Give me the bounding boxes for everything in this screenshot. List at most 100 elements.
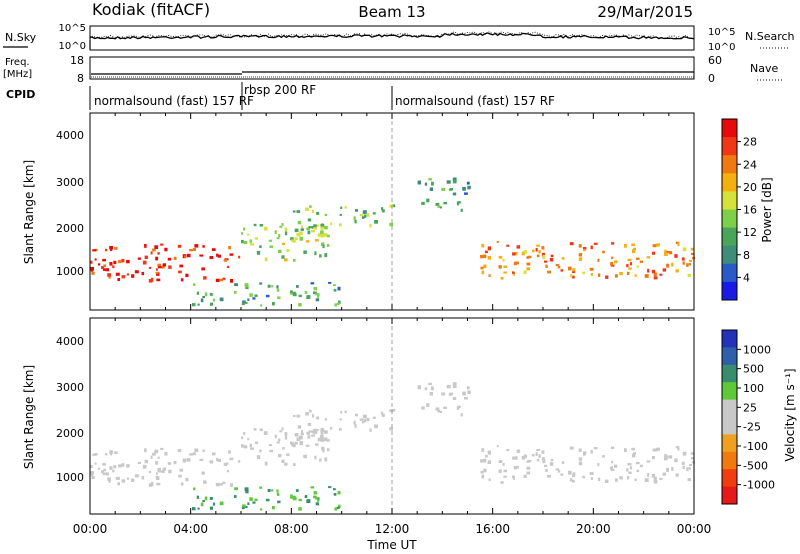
velocity-point: [264, 461, 268, 466]
velocity-point: [244, 487, 249, 492]
power-point: [114, 247, 118, 250]
velocity-point: [157, 467, 161, 472]
velocity-point: [392, 408, 396, 412]
power-point: [628, 267, 632, 270]
vel-cbar-tick-label: 25: [743, 401, 757, 414]
power-point: [686, 263, 689, 267]
power-point: [281, 223, 284, 226]
vel-cbar-segment: [722, 417, 737, 435]
velocity-point: [686, 467, 689, 472]
velocity-point: [512, 476, 515, 480]
power-point: [276, 237, 280, 240]
velocity-point: [238, 460, 241, 463]
velocity-point: [324, 437, 328, 442]
velocity-point: [333, 493, 337, 496]
power-point: [452, 179, 457, 184]
power-point: [219, 297, 224, 302]
velocity-point: [506, 449, 510, 452]
velocity-point: [200, 502, 204, 507]
velocity-point: [312, 414, 315, 418]
vel-ylabel: Slant Range [km]: [22, 365, 36, 469]
power-point: [483, 264, 487, 269]
velocity-point: [435, 407, 440, 411]
power-point: [137, 257, 141, 260]
power-point: [334, 303, 337, 307]
velocity-point: [142, 464, 147, 469]
power-point: [253, 223, 257, 227]
power-point: [381, 209, 385, 213]
velocity-point: [137, 461, 141, 465]
power-point: [369, 224, 372, 228]
power-point: [644, 274, 649, 278]
velocity-point: [152, 452, 156, 456]
power-point: [339, 213, 342, 216]
power-point: [659, 273, 663, 276]
power-point: [611, 242, 615, 245]
power-point: [192, 248, 196, 251]
velocity-point: [267, 488, 271, 492]
power-point: [614, 260, 618, 264]
power-point: [631, 249, 636, 254]
velocity-point: [675, 473, 679, 477]
velocity-point: [313, 428, 317, 432]
power-point: [152, 248, 156, 252]
velocity-point: [536, 449, 541, 451]
velocity-point: [326, 448, 330, 452]
power-point: [216, 253, 219, 257]
velocity-point: [320, 428, 325, 433]
velocity-point: [605, 479, 609, 483]
velocity-point: [677, 447, 680, 451]
velocity-point: [466, 386, 470, 390]
power-point: [355, 209, 358, 212]
velocity-point: [362, 414, 367, 419]
power-cbar-tick-label: 24: [743, 158, 757, 171]
power-point: [675, 269, 679, 273]
power-point: [435, 202, 440, 206]
power-point: [339, 223, 342, 227]
velocity-point: [215, 482, 220, 487]
power-point: [506, 244, 510, 247]
power-point: [324, 213, 328, 216]
velocity-point: [653, 476, 657, 481]
velocity-point: [192, 452, 196, 456]
date-title: 29/Mar/2015: [597, 3, 693, 21]
velocity-point: [611, 460, 614, 464]
velocity-point: [320, 430, 324, 435]
velocity-point: [320, 438, 325, 442]
velocity-point: [290, 441, 294, 445]
power-point: [144, 255, 148, 260]
velocity-point: [144, 459, 148, 464]
power-point: [215, 278, 220, 282]
power-point: [536, 254, 540, 258]
velocity-point: [199, 458, 204, 461]
power-point: [90, 260, 93, 264]
velocity-point: [282, 447, 285, 450]
velocity-point: [108, 480, 111, 483]
noise-tick-bottom-left: 10^0: [59, 41, 86, 52]
velocity-point: [443, 406, 447, 409]
velocity-point: [92, 453, 97, 456]
power-point: [605, 275, 609, 279]
velocity-point: [515, 456, 518, 460]
power-point: [569, 242, 574, 246]
velocity-point: [290, 494, 293, 498]
velocity-point: [429, 392, 433, 396]
velocity-point: [131, 478, 135, 482]
velocity-point: [452, 397, 457, 400]
velocity-point: [647, 473, 650, 477]
power-point: [647, 268, 650, 273]
velocity-point: [305, 444, 310, 447]
velocity-point: [659, 477, 663, 480]
power-point: [291, 239, 296, 243]
velocity-point: [337, 490, 341, 495]
power-point: [304, 291, 308, 294]
power-point: [589, 267, 594, 271]
power-point: [652, 251, 655, 255]
velocity-point: [500, 481, 504, 484]
power-point: [296, 210, 301, 213]
xtick-4: 16:00: [475, 522, 510, 536]
power-point: [389, 222, 393, 227]
velocity-point: [219, 483, 224, 486]
velocity-point: [441, 392, 446, 396]
freq-panel: Freq. [MHz] 18 8 60 0 Nave: [3, 54, 782, 85]
